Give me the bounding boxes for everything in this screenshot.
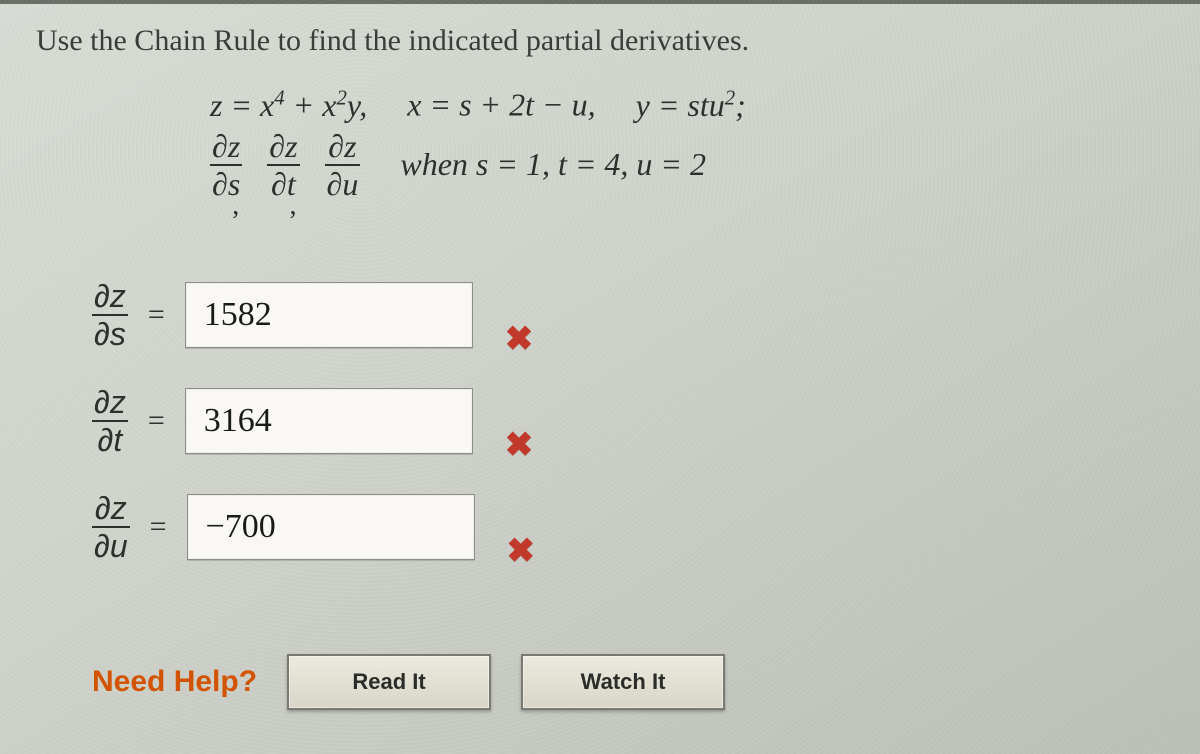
incorrect-icon: ✖ [505,425,534,465]
watch-it-label: Watch It [581,669,666,695]
answer-input[interactable]: 1582 [185,282,473,348]
read-it-label: Read It [352,669,425,695]
x-expression: x = s + 2t − u, [407,87,595,123]
answer-label-frac: ∂z∂s [92,280,128,350]
need-help-label: Need Help? [92,665,257,699]
partial-list: ∂z∂s,∂z∂t,∂z∂u [210,130,360,200]
equals-sign: = [148,298,165,332]
answer-row: ∂z∂u=−700✖ [92,492,535,562]
question-text: Use the Chain Rule to find the indicated… [36,24,749,58]
answers-block: ∂z∂s = 1582 ✖ ∂z∂t = 3164 ✖ ∂z∂u = −700 ✖ [92,280,535,598]
answer-label-frac: ∂z∂u [92,492,130,562]
help-row: Need Help? Read It Watch It [92,654,725,710]
when-text: when s = 1, t = 4, u = 2 [400,146,706,183]
read-it-button[interactable]: Read It [287,654,491,710]
answer-row: ∂z∂t=3164✖ [92,386,535,456]
formula-block: z = x4 + x2y, x = s + 2t − u, y = stu2; … [210,86,1160,200]
incorrect-icon: ✖ [507,531,536,571]
answer-label-frac: ∂z∂t [92,386,128,456]
y-expression: y = stu2; [636,87,746,123]
answer-row: ∂z∂s=1582✖ [92,280,535,350]
partial-frac: ∂z∂u [325,130,361,200]
z-expression: z = x4 + x2y, [210,87,367,123]
equals-sign: = [150,510,167,544]
answer-input[interactable]: 3164 [185,388,473,454]
equals-sign: = [148,404,165,438]
incorrect-icon: ✖ [505,319,534,359]
top-border [0,0,1200,4]
answer-input[interactable]: −700 [187,494,475,560]
watch-it-button[interactable]: Watch It [521,654,725,710]
